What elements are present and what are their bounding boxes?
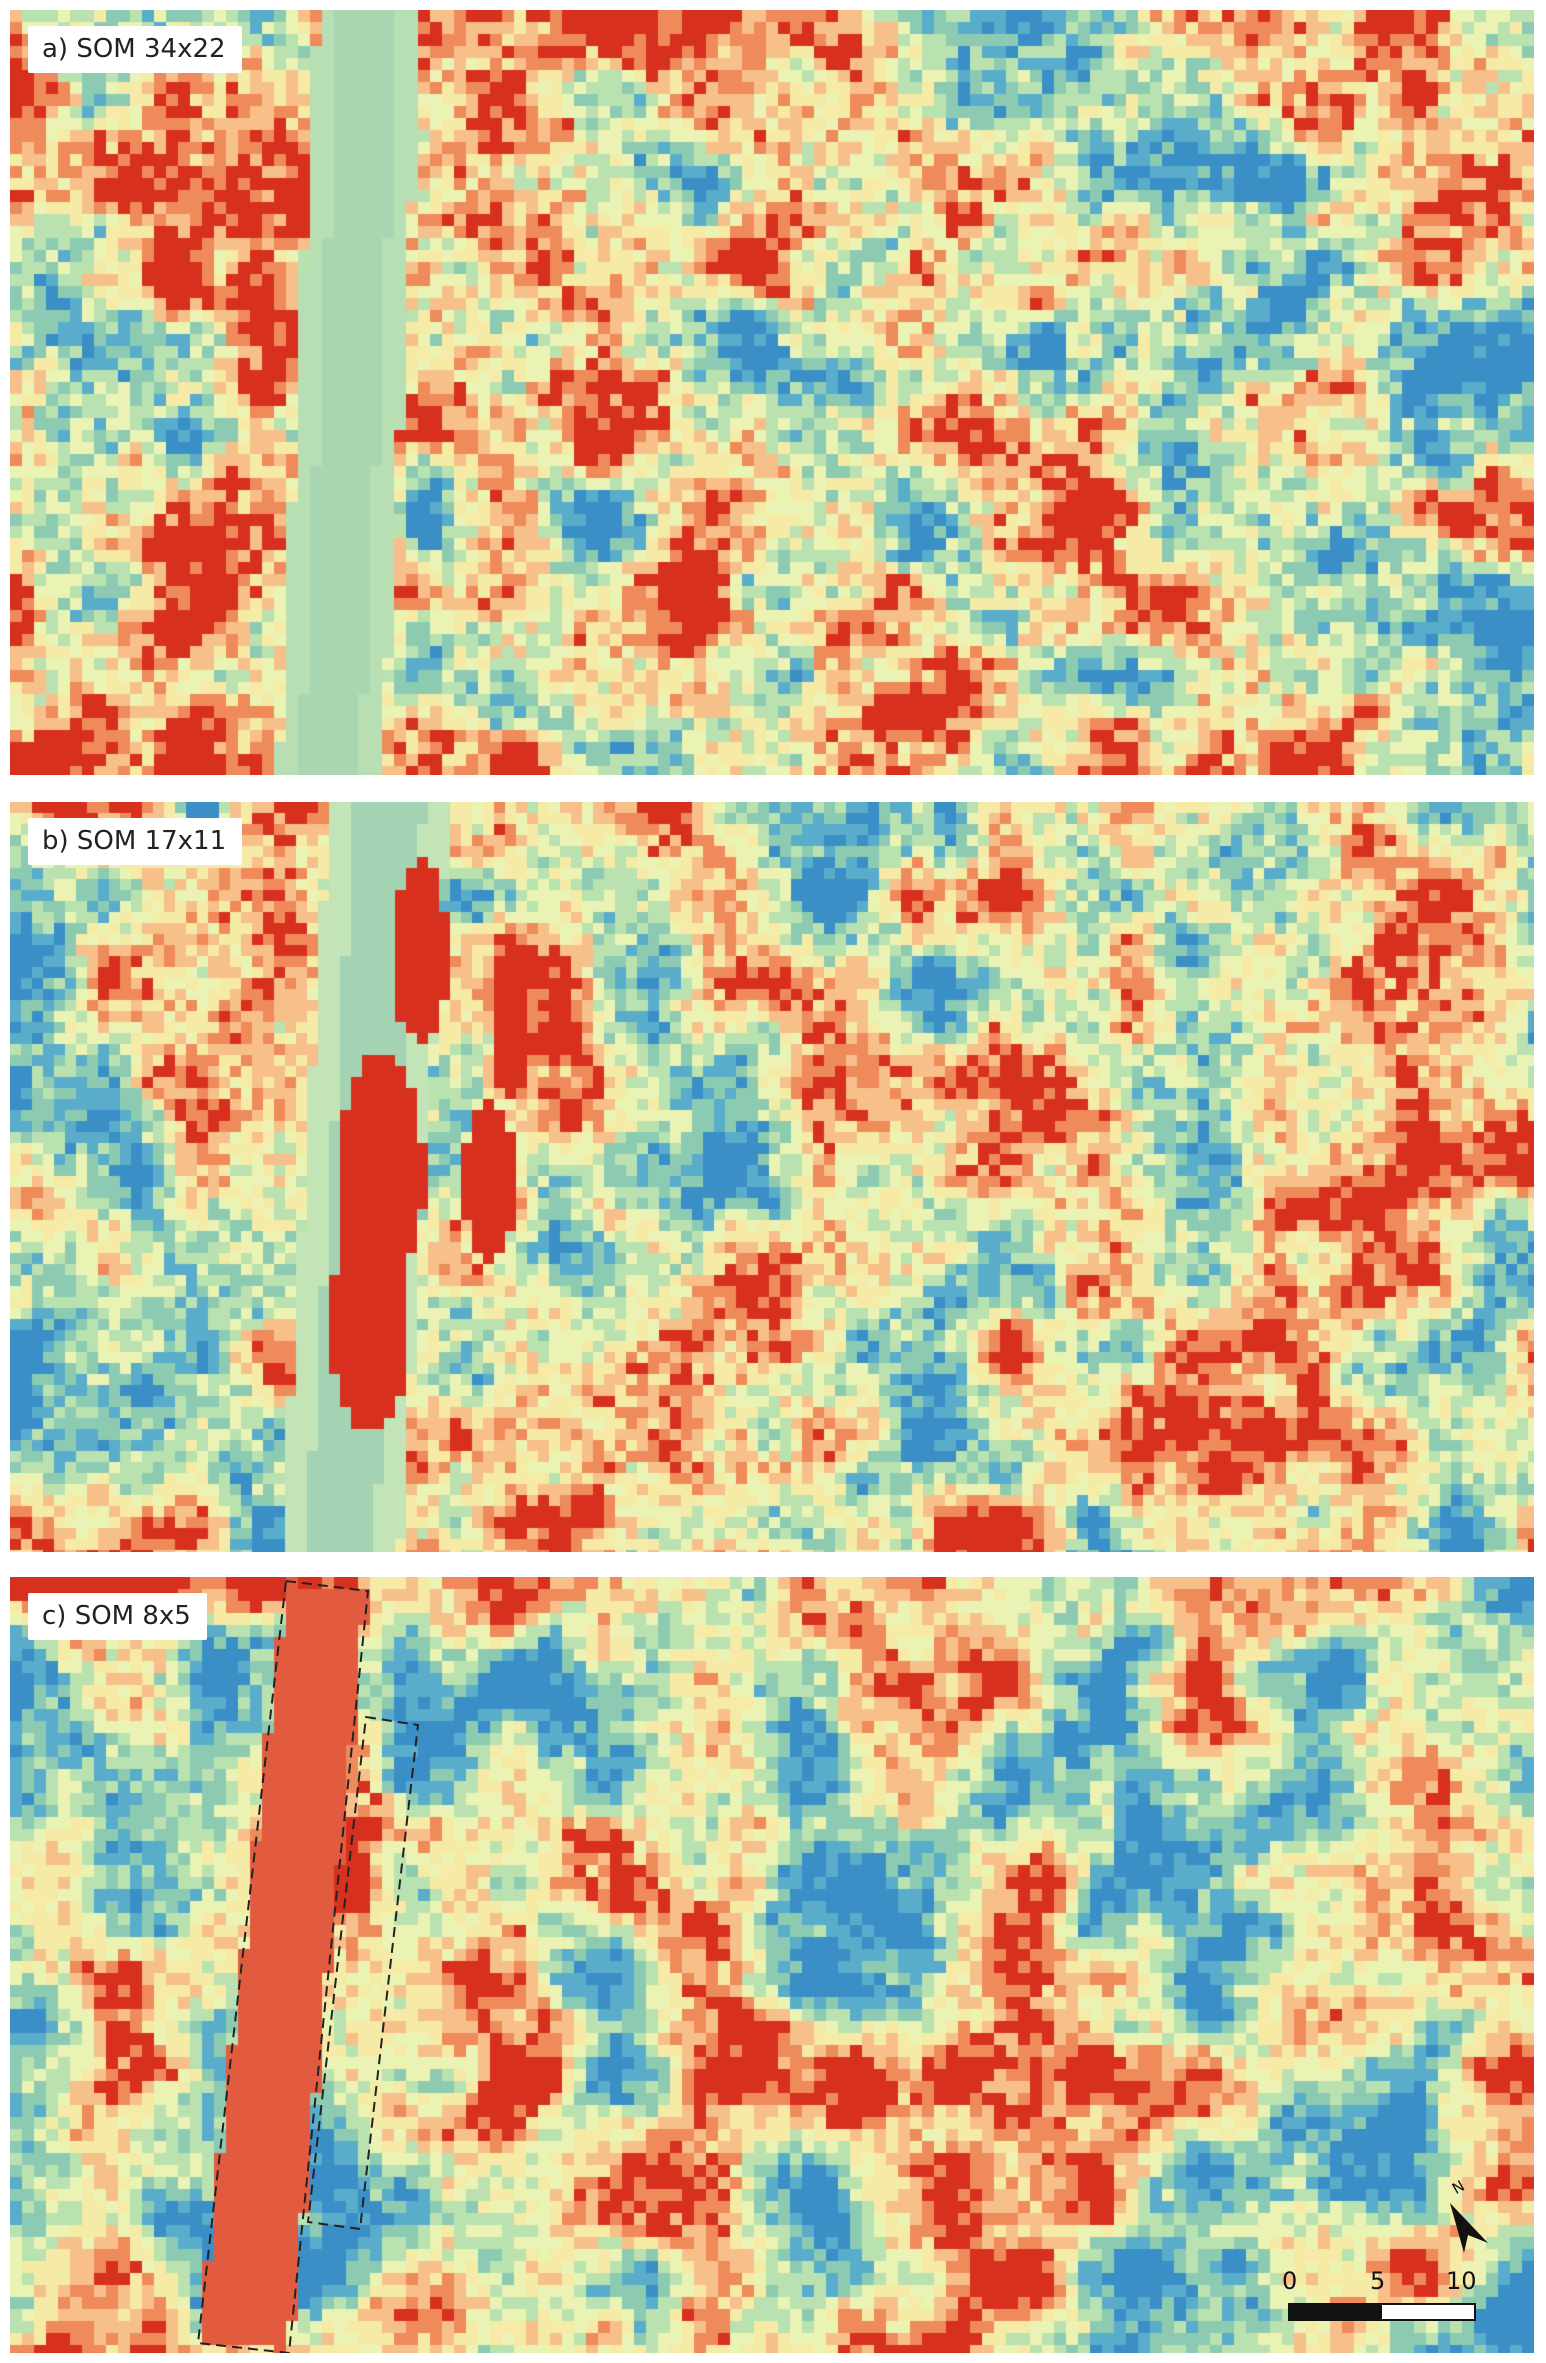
- map-panel-c: c) SOM 8x5 N 0 5 10 m: [10, 1577, 1534, 2353]
- map-panel-b: b) SOM 17x11: [10, 802, 1534, 1552]
- panel-label-a: a) SOM 34x22: [28, 26, 242, 73]
- panel-label-c: c) SOM 8x5: [28, 1593, 207, 1640]
- map-panel-a: a) SOM 34x22: [10, 10, 1534, 775]
- scale-tick-5: 5: [1370, 2267, 1386, 2295]
- classification-raster-b: [10, 802, 1534, 1552]
- classification-raster-a: [10, 10, 1534, 775]
- plot-outline-small: [306, 1715, 420, 2231]
- scale-tick-0: 0: [1282, 2267, 1298, 2295]
- scale-bar: 0 5 10 m: [1270, 2267, 1490, 2327]
- north-arrow-icon: N: [1449, 2177, 1488, 2253]
- scale-bar-black-segment: [1288, 2303, 1384, 2321]
- plot-outlines: [196, 1579, 420, 2353]
- panel-label-b: b) SOM 17x11: [28, 818, 243, 865]
- north-letter: N: [1449, 2177, 1468, 2198]
- plot-outline-large: [196, 1579, 370, 2353]
- scale-bar-white-segment: [1380, 2303, 1476, 2321]
- classification-raster-c: [10, 1577, 1534, 2353]
